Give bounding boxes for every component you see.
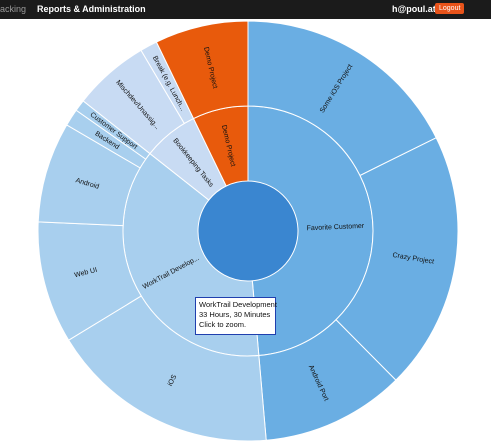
segment-demo-project-demo-project[interactable] [155, 20, 249, 120]
segment-worktrail-develop-ios[interactable] [67, 295, 267, 442]
nav-link-tracking[interactable]: acking [0, 4, 27, 14]
user-email[interactable]: h@poul.at [392, 4, 436, 14]
tooltip-duration: 33 Hours, 30 Minutes [199, 310, 271, 319]
segment-favorite-customer-some-ios-project[interactable] [247, 20, 437, 177]
chart-tooltip: WorkTrail Development 33 Hours, 30 Minut… [195, 297, 277, 335]
segment-favorite-customer-label: Favorite Customer [307, 223, 365, 233]
tooltip-title: WorkTrail Development [199, 300, 277, 309]
sunburst-center[interactable] [198, 181, 298, 281]
tooltip-hint: Click to zoom. [199, 320, 247, 329]
segment-worktrail-develop-ios-label: iOS [167, 374, 179, 388]
top-navigation-bar: acking Reports & Administration h@poul.a… [0, 0, 491, 19]
segment-favorite-customer-crazy-project[interactable] [335, 137, 459, 381]
nav-link-reports-administration[interactable]: Reports & Administration [37, 4, 146, 14]
logout-button[interactable]: Logout [435, 3, 465, 14]
